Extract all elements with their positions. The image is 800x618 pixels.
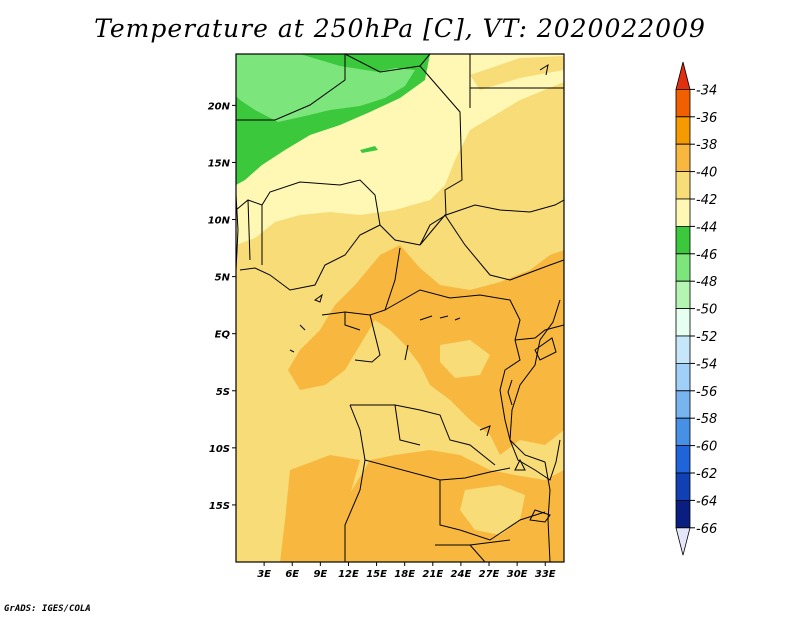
temp-field-38-36-southwest <box>280 455 360 562</box>
colorbar-label: -64 <box>696 494 717 509</box>
colorbar-label: -66 <box>696 522 717 537</box>
colorbar-swatch <box>675 253 691 282</box>
lon-tick-label: 33E <box>535 569 556 580</box>
colorbar-swatch <box>675 363 691 392</box>
colorbar-swatch <box>675 445 691 474</box>
colorbar-swatch <box>675 527 691 556</box>
lat-tick-label: 10S <box>209 444 230 455</box>
colorbar-swatch <box>675 335 691 364</box>
credit-label: GrADS: IGES/COLA <box>4 604 91 614</box>
colorbar-swatch <box>675 226 691 255</box>
chart-title: Temperature at 250hPa [C], VT: 202002200… <box>94 14 706 43</box>
temp-field-40-38-south-patch <box>460 485 525 535</box>
lon-axis: 3E 6E 9E 12E 15E 18E 21E 24E 27E 30E 33E <box>257 562 556 580</box>
temp-field-40-38-streak <box>455 82 564 170</box>
colorbar-label: -42 <box>696 193 717 208</box>
lon-tick-label: 3E <box>257 569 271 580</box>
lat-tick-label: 20N <box>208 101 231 112</box>
lon-tick-label: 9E <box>313 569 327 580</box>
colorbar-swatch <box>675 89 691 118</box>
colorbar-label: -40 <box>696 166 717 181</box>
lon-tick-label: 24E <box>451 569 472 580</box>
colorbar-label: -44 <box>696 220 717 235</box>
colorbar-swatch <box>675 61 691 90</box>
colorbar-swatch <box>675 390 691 419</box>
temp-field-40-38-lakes-patch <box>440 340 490 378</box>
map-panel <box>236 54 564 562</box>
temp-field-40-38-ne <box>470 56 564 90</box>
colorbar-swatch <box>675 280 691 309</box>
colorbar-swatch <box>675 308 691 337</box>
colorbar-label: -56 <box>696 385 717 400</box>
lon-tick-label: 21E <box>422 569 443 580</box>
colorbar-swatch <box>675 198 691 227</box>
colorbar-swatch <box>675 116 691 145</box>
lon-tick-label: 30E <box>507 569 528 580</box>
lat-tick-label: 5N <box>215 273 231 284</box>
colorbar-swatch <box>675 143 691 172</box>
lon-tick-label: 18E <box>394 569 415 580</box>
map-frame <box>235 53 565 563</box>
colorbar-label: -52 <box>696 330 717 345</box>
lat-tick-label: 10N <box>208 216 231 227</box>
lat-axis: 20N 15N 10N 5N EQ 5S 10S 15S <box>208 101 236 512</box>
colorbar-label: -50 <box>696 303 717 318</box>
colorbar-label: -54 <box>696 357 717 372</box>
colorbar-label: -58 <box>696 412 717 427</box>
colorbar-label: -46 <box>696 248 717 263</box>
lon-tick-label: 6E <box>285 569 299 580</box>
colorbar-legend: -34 -36 -38 -40 -42 -44 -46 -48 -50 -52 -54 -56 -58 -… <box>675 61 717 556</box>
colorbar-label: -38 <box>696 138 717 153</box>
lat-tick-label: 15S <box>209 501 230 512</box>
lat-tick-label: 5S <box>216 387 230 398</box>
colorbar-swatch <box>675 472 691 501</box>
lon-tick-label: 12E <box>338 569 359 580</box>
colorbar-swatch <box>675 417 691 446</box>
colorbar-label: -36 <box>696 111 717 126</box>
colorbar-label: -48 <box>696 275 717 290</box>
lat-tick-label: 15N <box>208 158 231 169</box>
colorbar-label: -60 <box>696 440 717 455</box>
lon-tick-label: 27E <box>479 569 500 580</box>
colorbar-label: -62 <box>696 467 717 482</box>
colorbar-swatch <box>675 500 691 529</box>
colorbar-swatch <box>675 171 691 200</box>
temp-field-46-44-fleck <box>360 146 378 153</box>
lat-tick-label: EQ <box>215 330 231 341</box>
country-borders <box>236 54 564 562</box>
temp-field-48-46 <box>236 54 415 122</box>
colorbar-label: -34 <box>696 83 717 98</box>
coastlines <box>236 63 561 523</box>
lon-tick-label: 15E <box>366 569 387 580</box>
